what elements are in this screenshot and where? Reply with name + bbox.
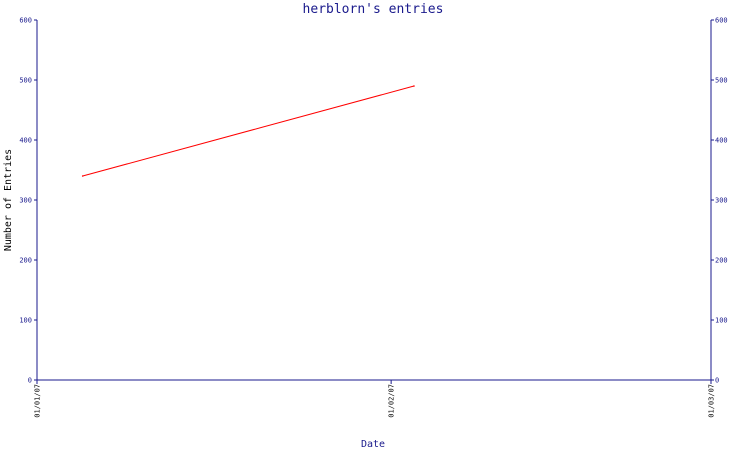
x-tick-label: 01/03/07 bbox=[708, 384, 716, 418]
y-tick-label-right: 100 bbox=[715, 317, 728, 325]
x-tick-label: 01/01/07 bbox=[34, 384, 42, 418]
y-tick-label-left: 100 bbox=[19, 317, 32, 325]
y-tick-label-left: 400 bbox=[19, 137, 32, 145]
y-tick-label-left: 300 bbox=[19, 197, 32, 205]
plot-area: 0 0 100 100 200 200 300 300 400 400 500 500 600 600 01… bbox=[19, 17, 727, 418]
y-tick-label-right: 400 bbox=[715, 137, 728, 145]
y-tick-label-left: 500 bbox=[19, 77, 32, 85]
y-tick-label-right: 500 bbox=[715, 77, 728, 85]
y-tick-label-right: 0 bbox=[715, 377, 719, 385]
y-tick-label-left: 200 bbox=[19, 257, 32, 265]
data-point bbox=[81, 175, 84, 177]
series-line bbox=[82, 85, 415, 177]
y-tick-label-left: 0 bbox=[28, 377, 32, 385]
y-axis-title: Number of Entries bbox=[3, 149, 14, 251]
chart-title: herblorn's entries bbox=[303, 2, 444, 17]
y-tick-label-left: 600 bbox=[19, 17, 32, 25]
x-tick-label: 01/02/07 bbox=[388, 384, 396, 418]
x-axis-title: Date bbox=[361, 439, 385, 450]
y-tick-label-right: 200 bbox=[715, 257, 728, 265]
y-tick-label-right: 600 bbox=[715, 17, 728, 25]
y-tick-label-right: 300 bbox=[715, 197, 728, 205]
data-point bbox=[413, 85, 415, 87]
